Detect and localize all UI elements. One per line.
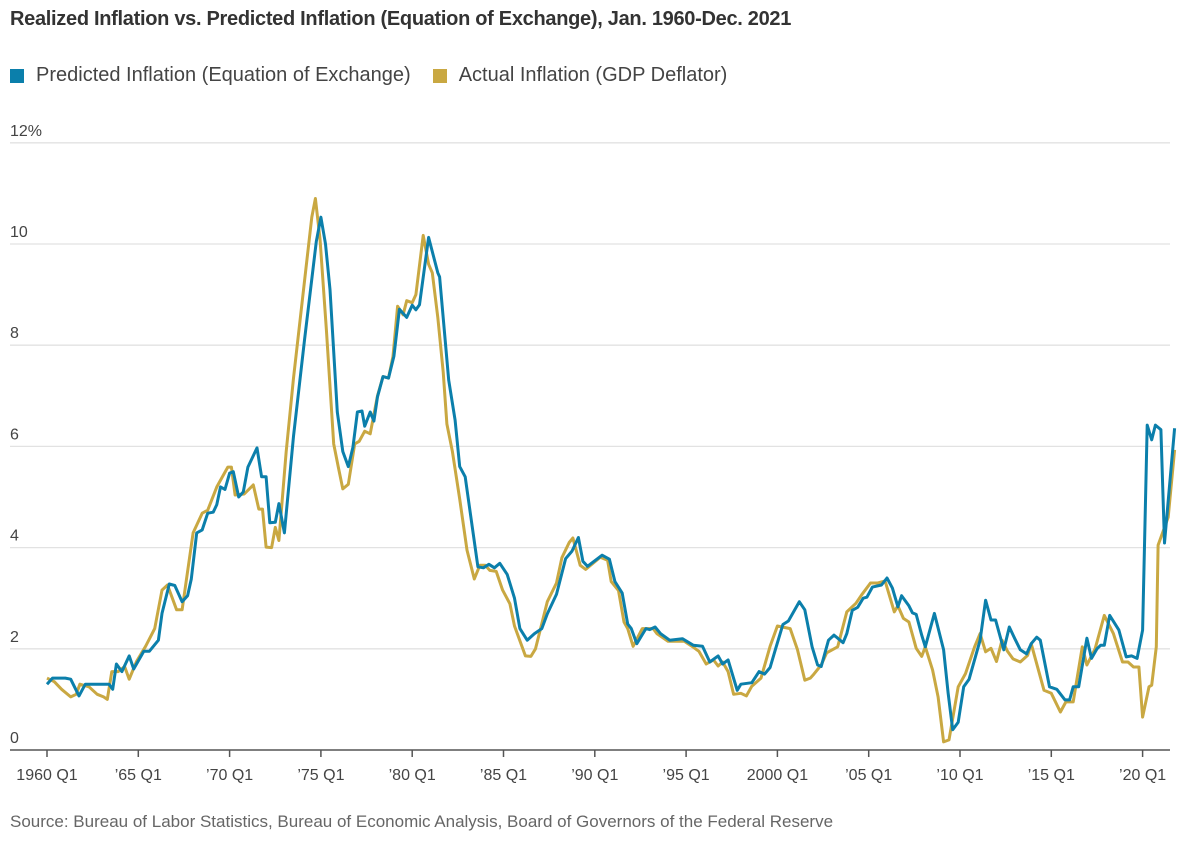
y-tick-label: 6 [10,426,19,443]
legend-label-predicted: Predicted Inflation (Equation of Exchang… [36,64,411,86]
x-tick-label: ’65 Q1 [115,767,162,784]
legend-swatch-predicted [10,68,24,83]
x-tick-label: ’05 Q1 [845,767,892,784]
x-tick-label: ’70 Q1 [206,767,253,784]
x-tick-label: ’80 Q1 [389,767,436,784]
series-line-actual [46,197,1177,744]
y-tick-label: 8 [10,325,19,342]
chart-title: Realized Inflation vs. Predicted Inflati… [10,8,792,30]
y-tick-label: 2 [10,629,19,646]
series-line-predicted [45,215,1177,732]
legend-item-actual: Actual Inflation (GDP Deflator) [432,64,728,87]
x-tick-label: ’15 Q1 [1028,767,1075,784]
legend-label-actual: Actual Inflation (GDP Deflator) [458,64,728,86]
x-tick-label: ’85 Q1 [480,767,527,784]
x-tick-label: ’10 Q1 [936,767,983,784]
legend-swatch-actual [432,68,447,83]
x-tick-label: ’90 Q1 [571,767,618,784]
y-tick-label: 4 [10,528,19,545]
x-tick-label: ’75 Q1 [297,767,344,784]
x-tick-label: ’95 Q1 [663,767,710,784]
legend-item-predicted: Predicted Inflation (Equation of Exchang… [10,64,411,87]
x-tick-label: 1960 Q1 [16,767,77,784]
x-tick-label: 2000 Q1 [747,767,808,784]
y-tick-label: 10 [10,224,28,241]
y-tick-label: 12% [10,123,42,140]
legend: Predicted Inflation (Equation of Exchang… [10,64,749,87]
x-tick-label: ’20 Q1 [1119,767,1166,784]
y-tick-label: 0 [10,730,19,747]
source-note: Source: Bureau of Labor Statistics, Bure… [10,812,834,831]
